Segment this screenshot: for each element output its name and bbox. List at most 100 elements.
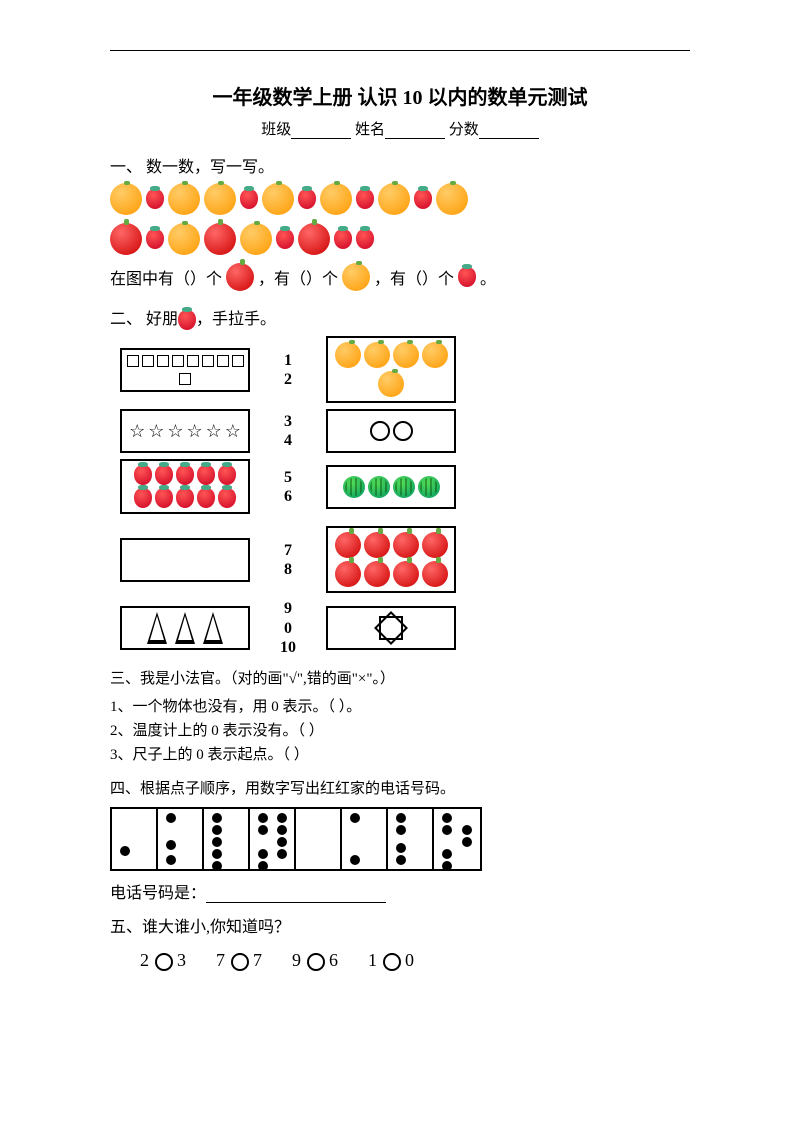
domino-cell xyxy=(296,809,342,869)
strawberry-icon xyxy=(197,488,215,508)
q2-match-grid-top: 12☆☆☆☆☆☆3456 xyxy=(120,336,690,514)
compare-pair[interactable]: 23 xyxy=(140,950,188,970)
q1-fruit-row-1 xyxy=(110,183,690,215)
orange-icon xyxy=(204,183,236,215)
q2-heading-text-2: ，手拉手。 xyxy=(196,311,276,328)
compare-pair[interactable]: 96 xyxy=(292,950,340,970)
orange-icon xyxy=(393,342,419,368)
q4-domino-row xyxy=(110,807,482,871)
orange-icon xyxy=(240,223,272,255)
apple-icon xyxy=(335,561,361,587)
match-box xyxy=(326,606,456,650)
number-column: 78 xyxy=(268,541,308,579)
orange-icon xyxy=(378,183,410,215)
q1-heading: 一、 数一数，写一写。 xyxy=(110,153,690,177)
orange-icon xyxy=(262,183,294,215)
match-box: ☆☆☆☆☆☆ xyxy=(120,409,250,453)
match-box xyxy=(326,526,456,593)
orange-icon xyxy=(335,342,361,368)
compare-pair[interactable]: 10 xyxy=(368,950,416,970)
strawberry-icon xyxy=(155,488,173,508)
number-column: 9010 xyxy=(268,599,308,657)
q2-heading: 二、 好朋 ，手拉手。 xyxy=(110,305,690,330)
strawberry-icon xyxy=(218,488,236,508)
q4-answer-label: 电话号码是： xyxy=(110,885,206,902)
strawberry-icon xyxy=(414,189,432,209)
judge-item[interactable]: 2、温度计上的 0 表示没有。（ ） xyxy=(110,719,690,743)
strawberry-icon xyxy=(155,465,173,485)
strawberry-icon xyxy=(176,465,194,485)
match-box xyxy=(326,465,456,509)
q4-answer-blank[interactable] xyxy=(206,889,386,903)
apple-icon xyxy=(364,561,390,587)
match-box xyxy=(326,409,456,453)
match-box xyxy=(326,336,456,403)
strawberry-icon xyxy=(134,465,152,485)
apple-icon xyxy=(393,532,419,558)
worksheet-page: 一年级数学上册 认识 10 以内的数单元测试 班级 姓名 分数 一、 数一数，写… xyxy=(0,0,800,1011)
apple-icon xyxy=(422,532,448,558)
orange-icon xyxy=(378,371,404,397)
orange-icon xyxy=(168,183,200,215)
match-box xyxy=(120,459,250,514)
orange-icon xyxy=(342,263,370,291)
domino-cell xyxy=(342,809,388,869)
strawberry-icon xyxy=(218,465,236,485)
strawberry-icon xyxy=(146,229,164,249)
page-title: 一年级数学上册 认识 10 以内的数单元测试 xyxy=(110,81,690,110)
compare-pair[interactable]: 77 xyxy=(216,950,264,970)
name-blank[interactable] xyxy=(385,125,445,139)
strawberry-icon xyxy=(176,488,194,508)
strawberry-icon xyxy=(458,267,476,287)
strawberry-icon xyxy=(356,229,374,249)
q3-items: 1、一个物体也没有，用 0 表示。（ ）。2、温度计上的 0 表示没有。（ ）3… xyxy=(110,695,690,767)
match-box xyxy=(120,606,250,650)
strawberry-icon xyxy=(298,189,316,209)
q4-heading: 四、根据点子顺序，用数字写出红红家的电话号码。 xyxy=(110,777,690,801)
orange-icon xyxy=(436,183,468,215)
strawberry-icon xyxy=(334,229,352,249)
apple-icon xyxy=(393,561,419,587)
domino-cell xyxy=(250,809,296,869)
judge-item[interactable]: 3、尺子上的 0 表示起点。（ ） xyxy=(110,743,690,767)
apple-icon xyxy=(422,561,448,587)
name-label: 姓名 xyxy=(355,122,385,138)
match-box xyxy=(120,538,250,582)
match-box xyxy=(120,348,250,392)
q2-heading-text-1: 二、 好朋 xyxy=(110,311,178,328)
apple-icon xyxy=(226,263,254,291)
score-label: 分数 xyxy=(449,122,479,138)
q5-compare-row: 23 77 96 10 xyxy=(140,950,690,971)
domino-cell xyxy=(158,809,204,869)
apple-icon xyxy=(298,223,330,255)
class-blank[interactable] xyxy=(291,125,351,139)
orange-icon xyxy=(320,183,352,215)
q3-heading: 三、我是小法官。（对的画"√",错的画"×"。） xyxy=(110,667,690,691)
domino-cell xyxy=(204,809,250,869)
q1-fruit-row-2 xyxy=(110,223,690,255)
apple-icon xyxy=(364,532,390,558)
q2-match-grid-bottom: 78 9010 xyxy=(120,526,690,657)
strawberry-icon xyxy=(276,229,294,249)
student-info-line: 班级 姓名 分数 xyxy=(110,118,690,139)
apple-icon xyxy=(110,223,142,255)
domino-cell xyxy=(388,809,434,869)
apple-icon xyxy=(204,223,236,255)
judge-item[interactable]: 1、一个物体也没有，用 0 表示。（ ）。 xyxy=(110,695,690,719)
strawberry-icon xyxy=(146,189,164,209)
domino-cell xyxy=(434,809,480,869)
header-rule xyxy=(110,50,690,51)
q1-sentence: 在图中有（）个，有（）个，有（）个。 xyxy=(110,263,690,291)
score-blank[interactable] xyxy=(479,125,539,139)
class-label: 班级 xyxy=(261,122,291,138)
q4-answer-line: 电话号码是： xyxy=(110,879,690,903)
orange-icon xyxy=(364,342,390,368)
number-column: 56 xyxy=(268,468,308,506)
orange-icon xyxy=(110,183,142,215)
strawberry-icon xyxy=(134,488,152,508)
orange-icon xyxy=(168,223,200,255)
strawberry-icon xyxy=(197,465,215,485)
number-column: 12 xyxy=(268,351,308,389)
strawberry-icon xyxy=(240,189,258,209)
strawberry-icon xyxy=(178,310,196,330)
